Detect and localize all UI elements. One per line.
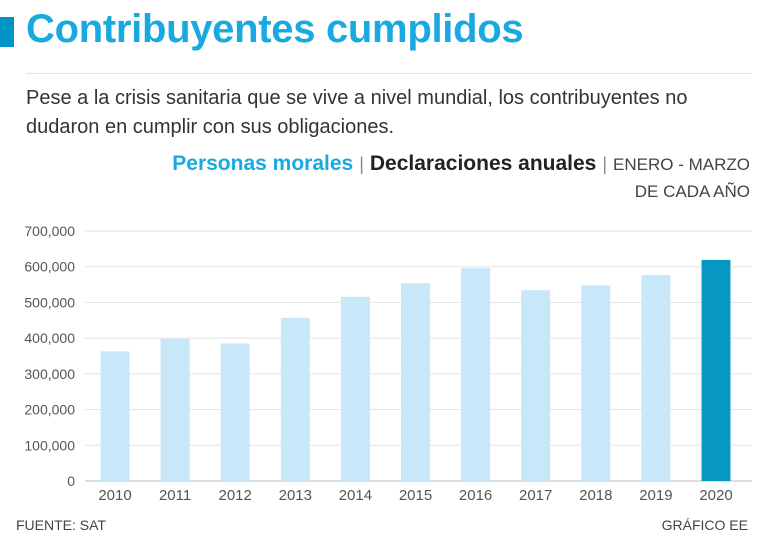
y-tick-label: 100,000 [24,437,75,453]
x-tick-label: 2012 [219,487,252,504]
bar-2012 [220,343,250,481]
title-divider [26,73,752,74]
legend-separator-2: | [602,154,608,174]
legend-secondary: Declaraciones anuales [369,152,597,175]
x-tick-label: 2010 [98,487,131,504]
legend-period-line2: DE CADA AÑO [634,182,750,201]
bar-2013 [280,317,310,481]
page-subtitle: Pese a la crisis sanitaria que se vive a… [26,87,688,138]
bar-2020 [701,259,731,481]
legend-primary: Personas morales [172,152,354,175]
legend-period-line1: ENERO - MARZO [613,155,750,174]
page-title: Contribuyentes cumplidos [26,7,524,51]
bar-2019 [641,274,671,481]
bar-2014 [340,296,370,481]
title-accent-bar [0,17,14,47]
source-note: FUENTE: SAT [16,517,106,533]
bar-2015 [401,283,430,481]
x-tick-label: 2013 [279,487,312,504]
x-tick-label: 2017 [519,487,552,504]
x-tick-label: 2018 [579,487,612,504]
x-tick-label: 2015 [399,487,432,504]
x-tick-label: 2011 [159,487,191,504]
x-tick-label: 2014 [339,487,372,504]
bar-2018 [581,285,611,481]
chart-legend: Personas morales | Declaraciones anuales | E… [172,150,750,205]
legend-separator: | [359,154,364,174]
y-tick-label: 600,000 [24,259,75,275]
x-tick-label: 2019 [639,487,672,504]
bar-2010 [100,351,130,481]
y-tick-label: 700,000 [24,223,75,239]
y-tick-label: 400,000 [24,330,75,346]
bar-2016 [461,268,491,481]
y-tick-label: 200,000 [24,402,75,418]
y-tick-label: 300,000 [24,366,75,382]
y-tick-label: 0 [67,473,75,489]
bar-2017 [521,290,551,481]
y-tick-label: 500,000 [24,294,75,310]
x-tick-label: 2020 [699,487,732,504]
bar-2011 [160,338,190,481]
graphic-credit: GRÁFICO EE [661,517,748,533]
x-tick-label: 2016 [459,487,492,504]
